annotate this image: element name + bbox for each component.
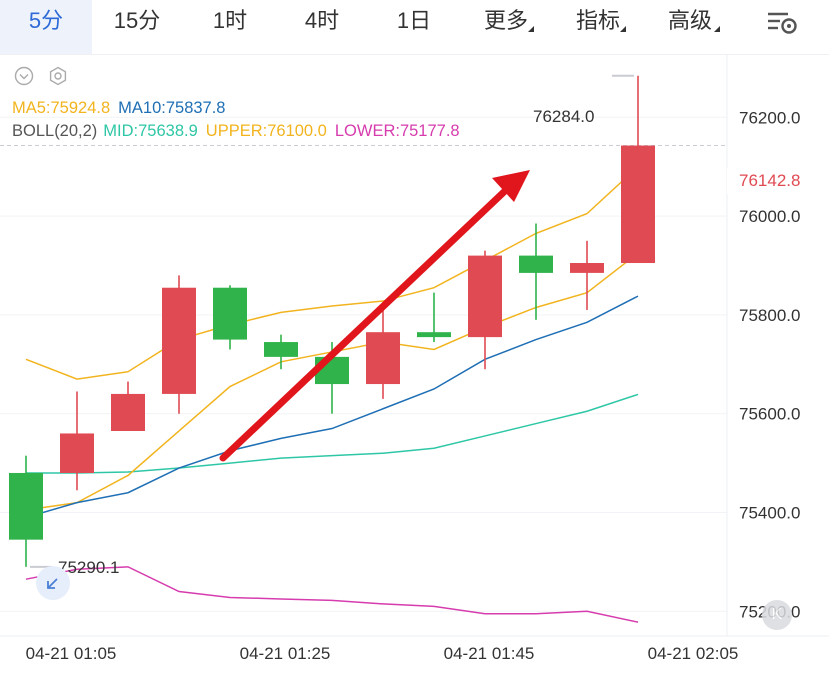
candle-body — [213, 287, 247, 340]
tab-5min[interactable]: 5分 — [0, 0, 92, 54]
sub-indicator-strip — [0, 672, 829, 685]
boll-label: BOLL(20,2) — [12, 122, 98, 140]
x-tick-label: 04-21 02:05 — [648, 644, 739, 663]
latest-price-value: 76142.8 — [739, 171, 801, 190]
ma5-value: MA5:75924.8 — [12, 99, 111, 117]
tab-1hour[interactable]: 1时 — [212, 8, 248, 33]
x-tick-label: 04-21 01:45 — [444, 644, 535, 663]
collapse-arrow-icon — [47, 578, 58, 589]
tab-4hour[interactable]: 4时 — [304, 8, 340, 33]
min-price-label: 75290.1 — [58, 558, 120, 577]
k-icon[interactable]: K — [762, 600, 792, 630]
candle-body — [417, 332, 451, 338]
boll-lower-value: LOWER:75177.8 — [334, 122, 460, 140]
gear-icon[interactable] — [48, 66, 68, 86]
caret-down-icon — [714, 26, 720, 32]
boll-mid-line — [26, 393, 639, 474]
boll-upper-value: UPPER:76100.0 — [205, 122, 327, 140]
boll-legend: BOLL(20,2) MID:75638.9 UPPER:76100.0 LOWER:… — [12, 122, 468, 141]
tab-1day[interactable]: 1日 — [396, 8, 432, 33]
tab-more-label: 更多 — [483, 8, 528, 33]
period-tab-bar: 5分 15分 1时 4时 1日 更多 指标 高级 — [0, 0, 829, 55]
tab-advanced[interactable]: 高级 — [650, 0, 730, 54]
candle-body — [468, 255, 502, 338]
candle-body — [111, 393, 145, 431]
boll-mid-value: MID:75638.9 — [103, 122, 198, 140]
candle-body — [60, 433, 94, 473]
boll-lower-line — [25, 566, 639, 623]
ma10-line — [25, 295, 639, 519]
candle-body — [264, 342, 298, 357]
caret-down-icon — [620, 26, 626, 32]
ma-legend: MA5:75924.8 MA10:75837.8 — [12, 99, 234, 118]
tab-advanced-label: 高级 — [667, 8, 712, 33]
candle-body — [366, 332, 400, 385]
candle-body — [162, 287, 196, 394]
y-tick-label: 76000.0 — [739, 207, 800, 226]
collapse-fab[interactable] — [36, 566, 70, 600]
y-tick-label: 75600.0 — [739, 405, 800, 424]
chart-settings-icon[interactable] — [766, 8, 800, 38]
y-tick-label: 75800.0 — [739, 306, 800, 325]
max-price-label: 76284.0 — [533, 107, 595, 126]
x-tick-label: 04-21 01:25 — [240, 644, 331, 663]
tab-indicators-label: 指标 — [575, 8, 620, 33]
chevron-down-circle-icon[interactable] — [14, 66, 34, 86]
candle-body — [519, 255, 553, 273]
x-tick-label: 04-21 01:05 — [26, 644, 117, 663]
candle-body — [570, 263, 604, 273]
ma10-value: MA10:75837.8 — [118, 99, 226, 117]
trend-arrow-shaft — [219, 186, 510, 462]
trend-arrow-head — [492, 170, 530, 202]
tab-indicators[interactable]: 指标 — [558, 0, 638, 54]
candle-body — [621, 145, 655, 264]
tab-more[interactable]: 更多 — [466, 0, 546, 54]
caret-down-icon — [528, 26, 534, 32]
latest-price-tag: 76142.8 — [727, 168, 829, 194]
y-tick-label: 75400.0 — [739, 503, 800, 522]
tab-15min[interactable]: 15分 — [113, 8, 161, 33]
candle-body — [9, 472, 43, 540]
y-tick-label: 76200.0 — [739, 108, 800, 127]
